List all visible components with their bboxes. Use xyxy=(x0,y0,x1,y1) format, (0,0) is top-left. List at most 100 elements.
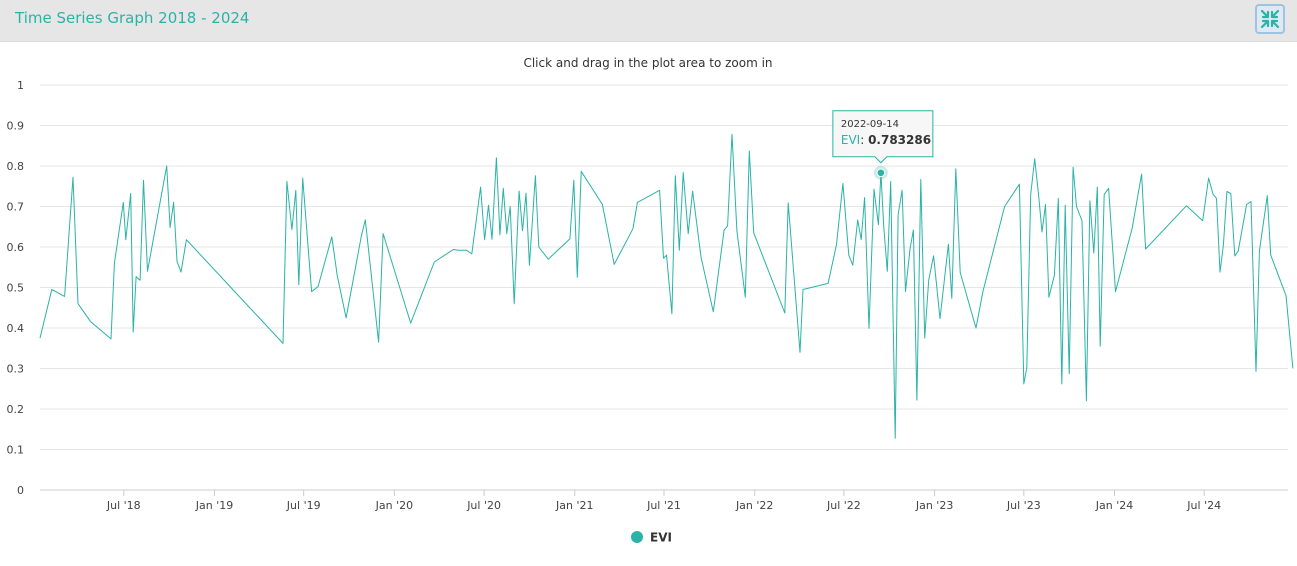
data-point xyxy=(180,271,182,273)
data-point xyxy=(310,290,312,292)
data-point xyxy=(1292,367,1294,369)
data-point xyxy=(185,239,187,241)
data-point xyxy=(665,254,667,256)
data-point xyxy=(135,275,137,277)
data-point xyxy=(873,188,875,190)
data-point xyxy=(916,399,918,401)
data-point xyxy=(601,203,603,205)
y-tick-label: 0.1 xyxy=(7,444,25,457)
data-point xyxy=(1107,187,1109,189)
data-point xyxy=(409,322,411,324)
data-point xyxy=(1114,290,1116,292)
tooltip: 2022-09-14 EVI: 0.783286 xyxy=(832,110,934,180)
data-point xyxy=(72,176,74,178)
data-point xyxy=(331,236,333,238)
x-tick-label: Jul '23 xyxy=(1006,499,1041,512)
data-point xyxy=(576,276,578,278)
data-point xyxy=(317,285,319,287)
x-tick-label: Jan '20 xyxy=(375,499,413,512)
data-point xyxy=(1018,183,1020,185)
data-point xyxy=(122,201,124,203)
data-point xyxy=(295,189,297,191)
data-point xyxy=(1234,255,1236,257)
data-point xyxy=(802,288,804,290)
data-point xyxy=(827,282,829,284)
data-point xyxy=(125,239,127,241)
data-point xyxy=(1215,197,1217,199)
data-point xyxy=(975,327,977,329)
data-point xyxy=(487,204,489,206)
y-tick-label: 0 xyxy=(17,484,24,497)
time-series-chart[interactable]: Click and drag in the plot area to zoom … xyxy=(0,42,1297,562)
y-tick-label: 0.7 xyxy=(7,201,25,214)
data-point xyxy=(1096,186,1098,188)
data-point xyxy=(360,234,362,236)
y-tick-label: 0.2 xyxy=(7,403,25,416)
data-point xyxy=(671,313,673,315)
data-point xyxy=(1085,400,1087,402)
data-point xyxy=(687,232,689,234)
data-point xyxy=(176,260,178,262)
data-point xyxy=(364,219,366,221)
data-point xyxy=(712,311,714,313)
tooltip-date: 2022-09-14 xyxy=(841,119,899,130)
data-point xyxy=(298,283,300,285)
data-point xyxy=(169,226,171,228)
data-point xyxy=(1266,194,1268,196)
data-point xyxy=(113,262,115,264)
data-point xyxy=(982,290,984,292)
data-point xyxy=(502,187,504,189)
y-axis-labels: 0 0.1 0.2 0.3 0.4 0.5 0.6 0.7 0.8 0.9 1 xyxy=(7,79,25,497)
data-point xyxy=(1212,193,1214,195)
data-point xyxy=(1245,203,1247,205)
data-point xyxy=(1041,231,1043,233)
data-point xyxy=(674,175,676,177)
data-point xyxy=(909,248,911,250)
data-point xyxy=(110,338,112,340)
data-point xyxy=(509,205,511,207)
data-point xyxy=(863,196,865,198)
legend[interactable]: EVI xyxy=(631,531,672,545)
data-point xyxy=(452,248,454,250)
data-point xyxy=(691,190,693,192)
data-point xyxy=(1061,383,1063,385)
data-point xyxy=(1057,197,1059,199)
series-points xyxy=(39,133,1294,439)
data-point xyxy=(491,238,493,240)
chart-area[interactable]: Click and drag in the plot area to zoom … xyxy=(0,42,1297,562)
data-point xyxy=(528,264,530,266)
data-point xyxy=(842,182,844,184)
legend-label: EVI xyxy=(650,531,672,545)
data-point xyxy=(835,243,837,245)
data-point xyxy=(471,253,473,255)
data-point xyxy=(165,165,167,167)
data-point xyxy=(723,229,725,231)
data-point xyxy=(63,295,65,297)
data-point xyxy=(1068,373,1070,375)
data-point xyxy=(534,175,536,177)
data-point xyxy=(784,312,786,314)
hover-marker xyxy=(876,168,886,178)
x-tick-label: Jan '19 xyxy=(195,499,233,512)
data-point xyxy=(1033,158,1035,160)
data-point xyxy=(1103,193,1105,195)
data-point xyxy=(1140,173,1142,175)
collapse-button[interactable] xyxy=(1255,4,1285,34)
data-point xyxy=(852,264,854,266)
data-point xyxy=(613,263,615,265)
data-point xyxy=(662,257,664,259)
data-point xyxy=(1048,296,1050,298)
data-point xyxy=(1237,250,1239,252)
data-point xyxy=(897,213,899,215)
legend-item-evi[interactable]: EVI xyxy=(631,531,672,545)
data-point xyxy=(904,290,906,292)
data-point xyxy=(1250,200,1252,202)
data-point xyxy=(636,201,638,203)
data-point xyxy=(886,270,888,272)
x-tick-label: Jul '20 xyxy=(466,499,501,512)
data-point xyxy=(1285,294,1287,296)
data-point xyxy=(1202,219,1204,221)
data-point xyxy=(848,254,850,256)
data-point xyxy=(51,288,53,290)
data-point xyxy=(291,228,293,230)
